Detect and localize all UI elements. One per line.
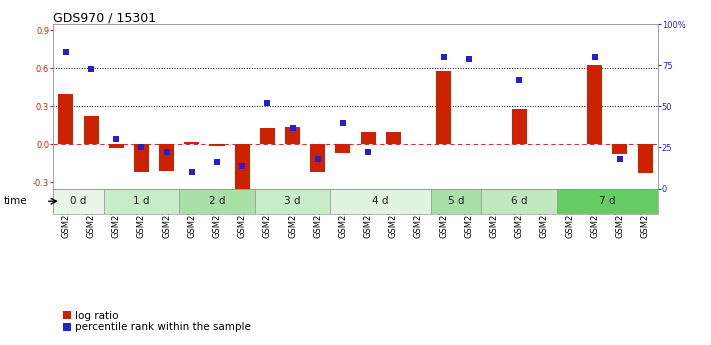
Point xyxy=(614,156,626,162)
Point xyxy=(237,163,248,168)
Bar xyxy=(331,189,431,214)
Legend: log ratio, percentile rank within the sample: log ratio, percentile rank within the sa… xyxy=(58,306,255,336)
Bar xyxy=(159,144,174,171)
Text: 2 d: 2 d xyxy=(209,196,225,206)
Bar xyxy=(58,94,73,144)
Text: time: time xyxy=(4,196,27,206)
Bar xyxy=(109,144,124,148)
Point xyxy=(161,150,172,155)
Text: 5 d: 5 d xyxy=(448,196,464,206)
Point xyxy=(312,156,324,162)
Bar xyxy=(310,144,325,172)
Bar xyxy=(260,128,275,144)
Point xyxy=(438,54,449,60)
Bar xyxy=(557,189,658,214)
Point xyxy=(60,49,72,55)
Bar xyxy=(360,132,375,144)
Bar xyxy=(134,144,149,172)
Point xyxy=(363,150,374,155)
Point xyxy=(589,54,600,60)
Bar xyxy=(481,189,557,214)
Text: 0 d: 0 d xyxy=(70,196,87,206)
Bar xyxy=(385,132,401,144)
Bar xyxy=(255,189,331,214)
Bar xyxy=(436,71,451,144)
Bar xyxy=(104,189,179,214)
Bar xyxy=(587,65,602,144)
Bar xyxy=(179,189,255,214)
Bar xyxy=(431,189,481,214)
Bar xyxy=(184,142,199,144)
Text: GDS970 / 15301: GDS970 / 15301 xyxy=(53,11,156,24)
Point xyxy=(262,100,273,106)
Point xyxy=(111,137,122,142)
Bar xyxy=(336,144,351,153)
Bar xyxy=(512,109,527,144)
Point xyxy=(337,120,348,126)
Text: 7 d: 7 d xyxy=(599,196,616,206)
Point xyxy=(463,56,474,61)
Point xyxy=(85,66,97,71)
Point xyxy=(186,169,198,175)
Text: 3 d: 3 d xyxy=(284,196,301,206)
Text: 4 d: 4 d xyxy=(373,196,389,206)
Bar xyxy=(235,144,250,189)
Text: 6 d: 6 d xyxy=(511,196,528,206)
Bar xyxy=(638,144,653,174)
Point xyxy=(287,125,298,130)
Bar xyxy=(84,117,99,144)
Point xyxy=(513,77,525,83)
Point xyxy=(211,159,223,165)
Text: 1 d: 1 d xyxy=(133,196,150,206)
Bar xyxy=(612,144,627,155)
Bar xyxy=(285,127,300,144)
Bar xyxy=(53,189,104,214)
Bar xyxy=(210,144,225,146)
Point xyxy=(136,145,147,150)
